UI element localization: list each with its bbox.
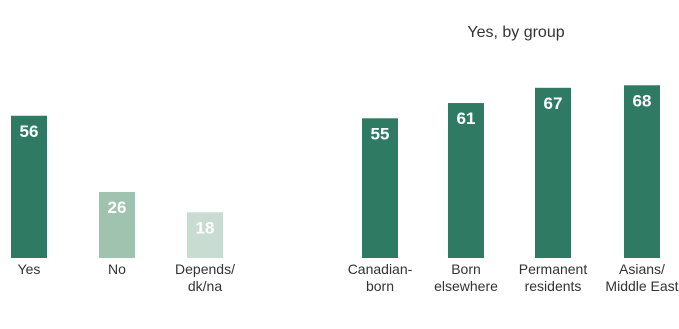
data-label-group-1: 61 [457, 109, 476, 128]
category-label-overall-0: Yes [18, 261, 41, 277]
category-label-group-1-line-0: Born [451, 261, 481, 277]
bar-group-2 [535, 87, 571, 258]
bar-group-1 [448, 103, 484, 258]
category-label-group-3-line-0: Asians/ [619, 261, 665, 277]
category-label-overall-1: No [108, 261, 126, 277]
data-label-overall-2: 18 [196, 218, 215, 237]
data-label-group-2: 67 [544, 94, 563, 113]
bar-group-0 [362, 118, 398, 258]
category-label-overall-2-line-0: Depends/ [175, 261, 235, 277]
bar-overall-2 [187, 212, 223, 258]
data-label-overall-0: 56 [20, 122, 39, 141]
bar-group-3 [624, 85, 660, 258]
data-label-overall-1: 26 [108, 198, 127, 217]
category-label-group-0-line-0: Canadian- [348, 261, 413, 277]
category-label-group-0-line-1: born [366, 278, 394, 294]
bar-overall-1 [99, 191, 135, 258]
data-label-group-3: 68 [633, 91, 652, 110]
category-label-group-1-line-1: elsewhere [434, 278, 498, 294]
category-label-group-2-line-0: Permanent [519, 261, 588, 277]
chart-title: Yes, by group [467, 24, 564, 41]
category-label-group-2-line-1: residents [525, 278, 582, 294]
data-label-group-0: 55 [371, 124, 390, 143]
category-label-group-3-line-1: Middle East [605, 278, 678, 294]
chart-panel-overall: 56 Yes 26 No 18 Depends/dk/na [11, 115, 235, 294]
category-label-overall-2-line-1: dk/na [188, 278, 222, 294]
bar-overall-0 [11, 115, 47, 258]
